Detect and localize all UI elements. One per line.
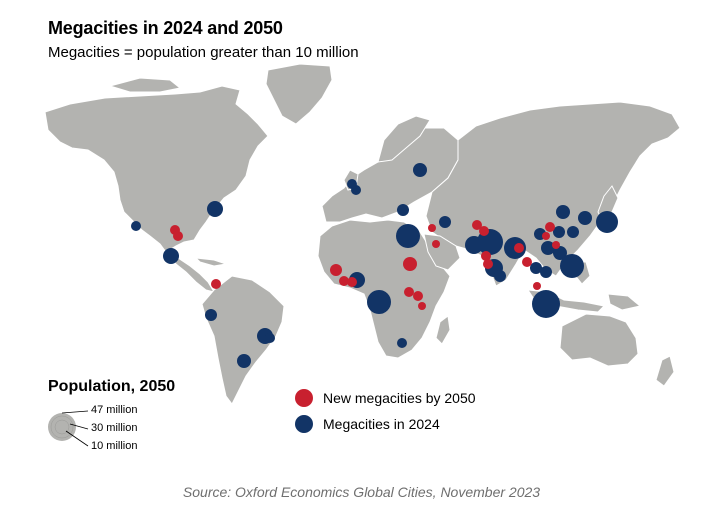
city-dot-existing xyxy=(540,266,552,278)
city-dot-new xyxy=(481,251,491,261)
city-dot-existing xyxy=(532,290,560,318)
city-dot-new xyxy=(173,231,183,241)
city-dot-new xyxy=(472,220,482,230)
city-dot-new xyxy=(479,226,489,236)
legend-existing-megacities: Megacities in 2024 xyxy=(295,415,440,433)
land-scandinavia xyxy=(377,115,431,163)
city-dot-existing xyxy=(207,201,223,217)
land-new-guinea xyxy=(607,293,642,311)
city-dot-new xyxy=(552,241,560,249)
size-legend-title: Population, 2050 xyxy=(48,378,176,395)
land-australia xyxy=(559,313,639,367)
legend-existing-label: Megacities in 2024 xyxy=(323,416,440,432)
city-dot-new xyxy=(545,222,555,232)
land-north-america xyxy=(44,85,269,253)
city-dot-new xyxy=(339,276,349,286)
land-greenland xyxy=(265,63,333,125)
city-dot-existing xyxy=(396,224,420,248)
city-dot-existing xyxy=(556,205,570,219)
legend-new-label: New megacities by 2050 xyxy=(323,390,476,406)
land-madagascar xyxy=(435,315,451,345)
red-dot-icon xyxy=(295,389,313,407)
scale-label-30m: 30 million xyxy=(91,422,138,434)
new-megacities xyxy=(170,220,560,310)
city-dot-new xyxy=(413,291,423,301)
city-dot-existing xyxy=(560,254,584,278)
city-dot-new xyxy=(483,259,493,269)
city-dot-new xyxy=(514,243,524,253)
city-dot-new xyxy=(404,287,414,297)
city-dot-new xyxy=(403,257,417,271)
scale-label-10m: 10 million xyxy=(91,440,138,452)
source-note: Source: Oxford Economics Global Cities, … xyxy=(182,484,541,500)
scale-leader-10m xyxy=(65,430,89,447)
scale-leader-47m xyxy=(61,410,89,414)
city-dot-new xyxy=(330,264,342,276)
land-arctic-islands xyxy=(108,77,182,93)
land-new-zealand xyxy=(655,355,675,387)
blue-dot-icon xyxy=(295,415,313,433)
size-scale xyxy=(48,410,89,447)
city-dot-new xyxy=(432,240,440,248)
scale-label-47m: 47 million xyxy=(91,404,138,416)
city-dot-existing xyxy=(397,338,407,348)
city-dot-existing xyxy=(541,241,555,255)
city-dot-new xyxy=(522,257,532,267)
city-dot-existing xyxy=(567,226,579,238)
land-asia xyxy=(425,101,681,287)
city-dot-existing xyxy=(367,290,391,314)
city-dot-existing xyxy=(596,211,618,233)
city-dot-existing xyxy=(530,262,542,274)
city-dot-existing xyxy=(439,216,451,228)
city-dot-existing xyxy=(494,270,506,282)
scale-leader-30m xyxy=(69,423,89,430)
existing-megacities xyxy=(131,163,618,368)
land-japan xyxy=(597,185,619,221)
city-dot-existing xyxy=(131,221,141,231)
land-masses xyxy=(44,63,681,405)
scale-circle-10m xyxy=(54,419,70,435)
city-dot-new xyxy=(428,224,436,232)
legend-new-megacities: New megacities by 2050 xyxy=(295,389,476,407)
city-dot-new xyxy=(418,302,426,310)
city-dot-existing xyxy=(553,226,565,238)
city-dot-existing xyxy=(578,211,592,225)
city-dot-new xyxy=(533,282,541,290)
city-dot-existing xyxy=(553,246,567,260)
city-dot-existing xyxy=(237,354,251,368)
land-caribbean xyxy=(194,257,227,267)
map-title: Megacities in 2024 and 2050 xyxy=(48,18,283,38)
city-dot-existing xyxy=(163,248,179,264)
land-africa xyxy=(317,219,451,359)
city-dot-existing xyxy=(351,185,361,195)
city-dot-new xyxy=(542,232,550,240)
city-dot-new xyxy=(211,279,221,289)
city-dot-new xyxy=(347,277,357,287)
city-dot-existing xyxy=(265,333,275,343)
map-subtitle: Megacities = population greater than 10 … xyxy=(48,44,359,61)
city-dot-existing xyxy=(397,204,409,216)
city-dot-existing xyxy=(413,163,427,177)
city-dot-existing xyxy=(205,309,217,321)
land-south-america xyxy=(201,275,285,405)
